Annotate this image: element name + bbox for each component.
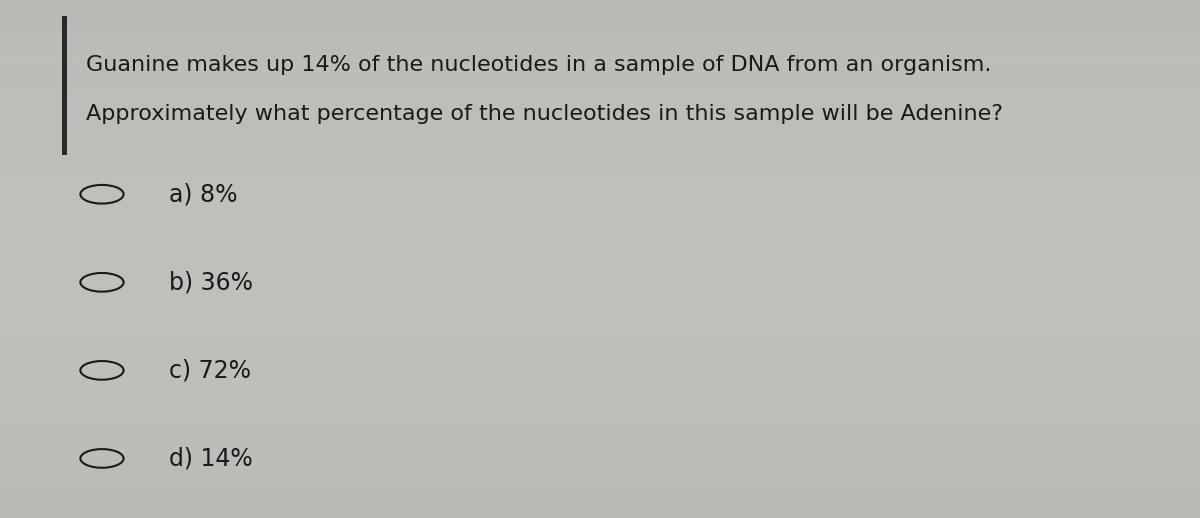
Bar (62, 16, 67, 155)
Text: a) 8%: a) 8% (169, 182, 238, 206)
Text: b) 36%: b) 36% (169, 270, 253, 294)
Text: c) 72%: c) 72% (169, 358, 251, 382)
Text: Approximately what percentage of the nucleotides in this sample will be Adenine?: Approximately what percentage of the nuc… (86, 104, 1003, 124)
Text: Guanine makes up 14% of the nucleotides in a sample of DNA from an organism.: Guanine makes up 14% of the nucleotides … (86, 55, 991, 75)
Text: d) 14%: d) 14% (169, 447, 253, 470)
